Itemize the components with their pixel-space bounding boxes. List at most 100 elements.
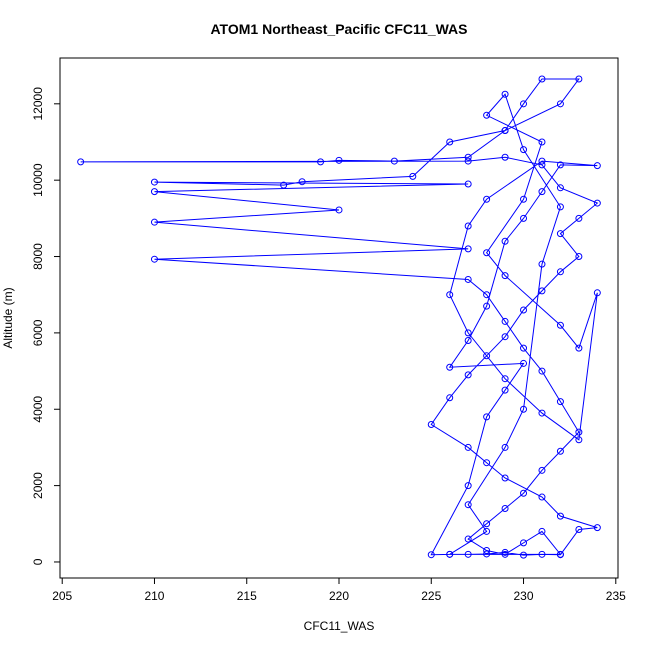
- data-point: [556, 550, 564, 558]
- data-point: [483, 302, 491, 310]
- data-point: [483, 550, 491, 558]
- y-tick-label: 10000: [31, 163, 45, 197]
- data-point: [520, 405, 528, 413]
- y-tick-label: 12000: [31, 87, 45, 121]
- data-point: [501, 272, 509, 280]
- data-point: [575, 428, 583, 436]
- data-point: [483, 459, 491, 467]
- data-point: [556, 203, 564, 211]
- data-point: [538, 550, 546, 558]
- data-point: [556, 161, 564, 169]
- data-point: [464, 245, 472, 253]
- data-point: [575, 526, 583, 534]
- data-point: [520, 214, 528, 222]
- x-tick-label: 230: [514, 589, 534, 603]
- data-point: [446, 291, 454, 299]
- y-tick-label: 0: [31, 558, 45, 565]
- data-point: [464, 275, 472, 283]
- data-point: [538, 260, 546, 268]
- data-point: [298, 178, 306, 186]
- data-point: [520, 539, 528, 547]
- y-tick-label: 2000: [31, 472, 45, 499]
- data-point: [464, 443, 472, 451]
- data-point: [427, 551, 435, 559]
- data-point: [575, 253, 583, 261]
- data-point: [538, 493, 546, 501]
- x-tick-label: 205: [52, 589, 72, 603]
- x-tick-label: 235: [606, 589, 626, 603]
- data-point: [575, 75, 583, 83]
- data-point: [501, 90, 509, 98]
- data-point: [77, 158, 85, 166]
- data-point: [464, 482, 472, 490]
- data-point: [538, 161, 546, 169]
- data-point: [150, 188, 158, 196]
- data-point: [483, 547, 491, 555]
- data-point: [501, 333, 509, 341]
- data-point: [501, 443, 509, 451]
- data-point: [501, 474, 509, 482]
- data-point: [464, 180, 472, 188]
- data-point: [520, 195, 528, 203]
- data-point: [501, 550, 509, 558]
- data-point: [575, 214, 583, 222]
- data-point: [538, 188, 546, 196]
- data-point: [501, 317, 509, 325]
- chart-title: ATOM1 Northeast_Pacific CFC11_WAS: [210, 21, 467, 37]
- data-point: [538, 138, 546, 146]
- data-point: [483, 291, 491, 299]
- data-point: [464, 222, 472, 230]
- data-point: [538, 157, 546, 165]
- data-point: [501, 386, 509, 394]
- data-point: [538, 409, 546, 417]
- data-point: [464, 153, 472, 161]
- data-point: [483, 352, 491, 360]
- data-point: [538, 466, 546, 474]
- data-point: [483, 520, 491, 528]
- data-point: [446, 138, 454, 146]
- data-point: [464, 157, 472, 165]
- data-point: [556, 512, 564, 520]
- data-point: [556, 268, 564, 276]
- data-point: [556, 398, 564, 406]
- data-point: [501, 237, 509, 245]
- data-point: [538, 367, 546, 375]
- data-point: [556, 184, 564, 192]
- data-point: [409, 172, 417, 180]
- data-point: [575, 344, 583, 352]
- data-point: [538, 75, 546, 83]
- x-tick-label: 225: [421, 589, 441, 603]
- data-point: [483, 195, 491, 203]
- data-point: [556, 100, 564, 108]
- x-tick-label: 220: [329, 589, 349, 603]
- data-point: [593, 289, 601, 297]
- data-line: [80, 78, 599, 556]
- data-point: [464, 501, 472, 509]
- data-point: [593, 524, 601, 532]
- x-tick-label: 210: [144, 589, 164, 603]
- data-point: [575, 436, 583, 444]
- data-point: [150, 218, 158, 226]
- data-point: [483, 527, 491, 535]
- data-point: [538, 287, 546, 295]
- data-point: [150, 178, 158, 186]
- data-point: [446, 550, 454, 558]
- data-point: [446, 363, 454, 371]
- data-point: [520, 306, 528, 314]
- data-point: [593, 199, 601, 207]
- data-point: [556, 230, 564, 238]
- data-point: [464, 337, 472, 345]
- data-point: [464, 535, 472, 543]
- data-point: [501, 548, 509, 556]
- data-point: [335, 206, 343, 214]
- data-point: [501, 505, 509, 513]
- x-axis-label: CFC11_WAS: [304, 619, 375, 633]
- y-tick-label: 6000: [31, 319, 45, 346]
- data-point: [538, 527, 546, 535]
- data-point: [501, 375, 509, 383]
- data-point: [280, 181, 288, 189]
- data-point: [446, 394, 454, 402]
- data-point: [593, 162, 601, 170]
- data-point: [520, 344, 528, 352]
